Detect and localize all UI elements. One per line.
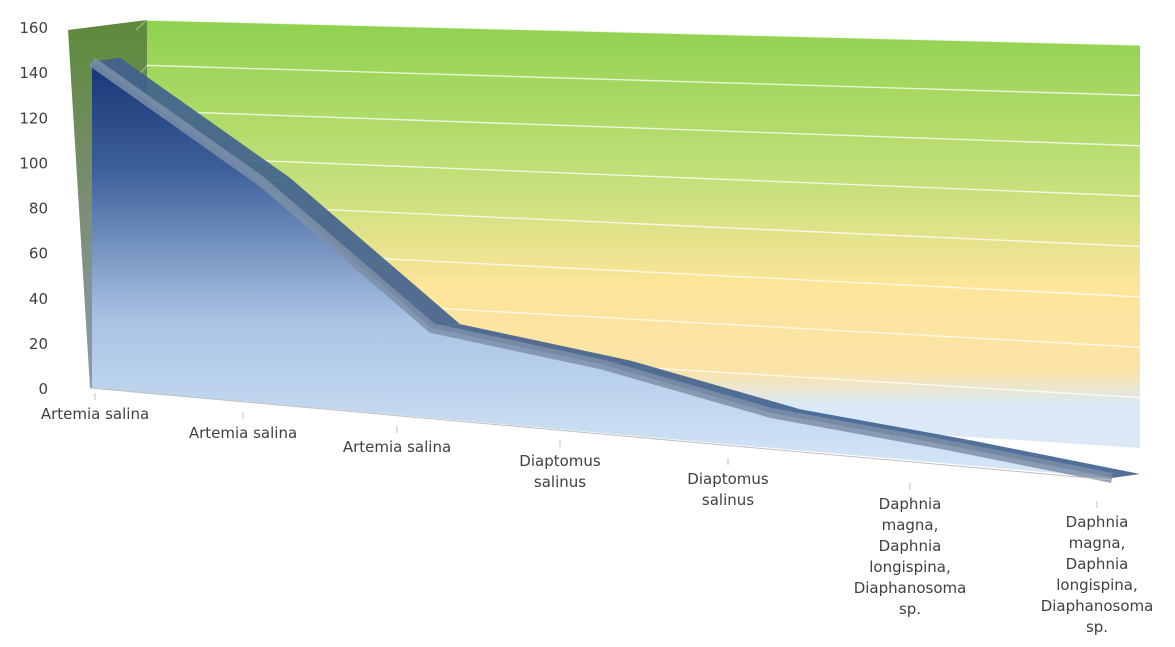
series-area xyxy=(89,57,1140,483)
gridline-side xyxy=(135,19,148,31)
gridline xyxy=(146,19,1141,46)
gridline xyxy=(146,155,1141,197)
y-tick-label: 160 xyxy=(19,19,48,37)
gridline xyxy=(146,110,1141,147)
x-tick-label: Diaptomus salinus xyxy=(687,470,769,509)
y-tick-label: 140 xyxy=(19,64,48,82)
y-tick-label: 60 xyxy=(29,245,48,263)
x-tick-label: Diaptomus salinus xyxy=(519,452,601,491)
gridline xyxy=(146,64,1141,97)
x-axis: Artemia salina Artemia salina Artemia sali… xyxy=(41,387,1154,636)
x-tick-label: Daphnia magna, Daphnia longispina, Diaphanos… xyxy=(854,495,967,618)
y-tick-label: 40 xyxy=(29,290,48,308)
x-axis-line xyxy=(89,387,1113,481)
y-tick-label: 80 xyxy=(29,200,48,218)
y-tick-label: 20 xyxy=(29,335,48,353)
x-tick-label: Daphnia magna, Daphnia longispina, Diaphanos… xyxy=(1041,513,1154,636)
area-top-face xyxy=(92,57,290,182)
y-tick-label: 120 xyxy=(19,109,48,127)
y-tick-label: 0 xyxy=(38,380,48,398)
y-tick-label: 100 xyxy=(19,154,48,172)
area-front-face xyxy=(92,61,1112,478)
area-edge xyxy=(89,57,1113,483)
x-tick-label: Artemia salina xyxy=(189,424,297,442)
area-top-face xyxy=(262,177,460,329)
x-tick-label: Artemia salina xyxy=(343,438,451,456)
x-tick-label: Artemia salina xyxy=(41,405,149,423)
y-axis: 0 20 40 60 80 100 120 140 160 xyxy=(19,19,48,398)
